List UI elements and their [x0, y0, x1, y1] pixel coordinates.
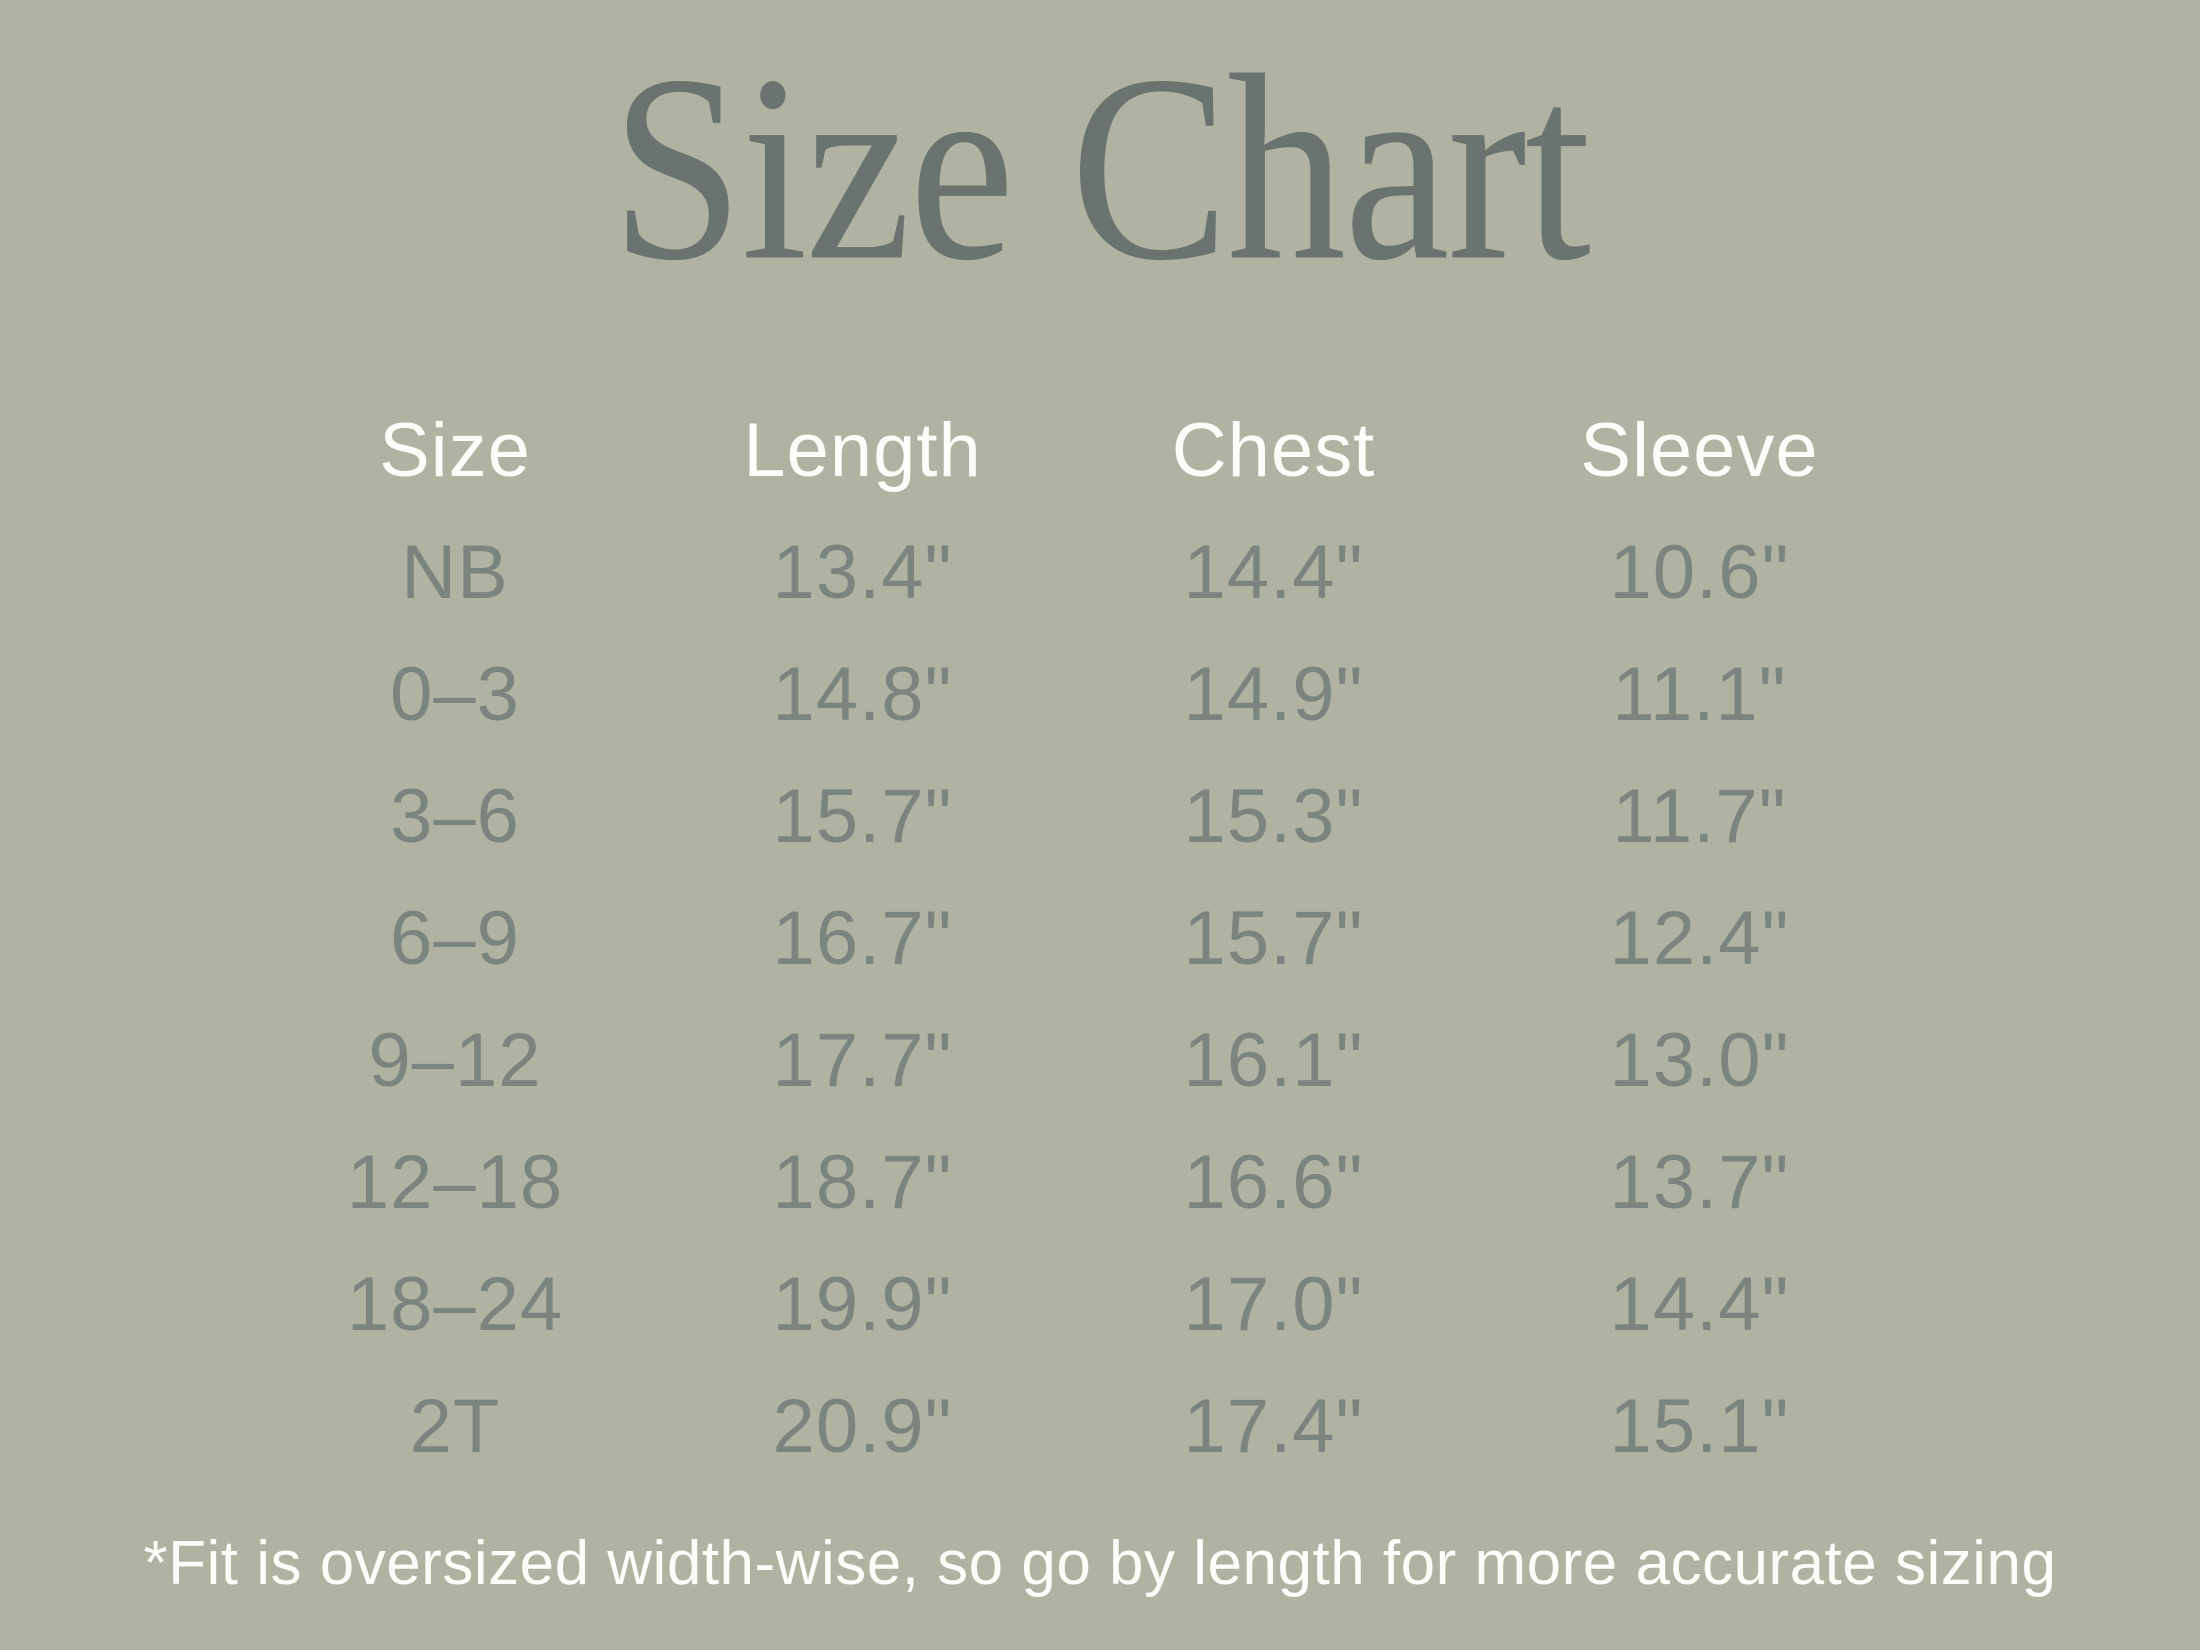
sleeve-cell: 14.4" — [1609, 1261, 1790, 1347]
size-cell: 2T — [409, 1383, 501, 1469]
length-cell: 18.7" — [772, 1139, 953, 1225]
chest-cell: 17.4" — [1183, 1383, 1364, 1469]
column-header-size: Size — [379, 407, 531, 493]
chest-cell: 16.6" — [1183, 1139, 1364, 1225]
size-cell: 18–24 — [346, 1261, 564, 1347]
column-header-length: Length — [743, 407, 982, 493]
chest-cell: 17.0" — [1183, 1261, 1364, 1347]
size-table: Size Length Chest Sleeve NB 13.4" 14.4" 10.… — [245, 389, 1915, 1487]
length-cell: 17.7" — [772, 1017, 953, 1103]
chest-cell: 15.7" — [1183, 895, 1364, 981]
sleeve-cell: 10.6" — [1609, 529, 1790, 615]
sleeve-cell: 11.7" — [1612, 773, 1787, 859]
page-title: Size Chart — [0, 22, 2200, 315]
column-header-sleeve: Sleeve — [1580, 407, 1819, 493]
length-cell: 15.7" — [772, 773, 953, 859]
length-cell: 14.8" — [772, 651, 953, 737]
length-cell: 19.9" — [772, 1261, 953, 1347]
sleeve-cell: 11.1" — [1612, 651, 1787, 737]
length-cell: 16.7" — [772, 895, 953, 981]
length-cell: 13.4" — [772, 529, 953, 615]
sleeve-cell: 13.7" — [1609, 1139, 1790, 1225]
sleeve-cell: 12.4" — [1609, 895, 1790, 981]
size-cell: 12–18 — [346, 1139, 564, 1225]
chest-cell: 15.3" — [1183, 773, 1364, 859]
footnote: *Fit is oversized width-wise, so go by l… — [143, 1529, 2057, 1598]
column-header-chest: Chest — [1171, 407, 1376, 493]
size-cell: NB — [401, 529, 509, 615]
page-title-text: Size Chart — [610, 21, 1591, 316]
size-cell: 0–3 — [390, 651, 520, 737]
size-cell: 9–12 — [368, 1017, 542, 1103]
size-cell: 6–9 — [390, 895, 520, 981]
chest-cell: 16.1" — [1183, 1017, 1364, 1103]
sleeve-cell: 15.1" — [1609, 1383, 1790, 1469]
length-cell: 20.9" — [772, 1383, 953, 1469]
size-cell: 3–6 — [390, 773, 520, 859]
chest-cell: 14.9" — [1183, 651, 1364, 737]
sleeve-cell: 13.0" — [1609, 1017, 1790, 1103]
chest-cell: 14.4" — [1183, 529, 1364, 615]
